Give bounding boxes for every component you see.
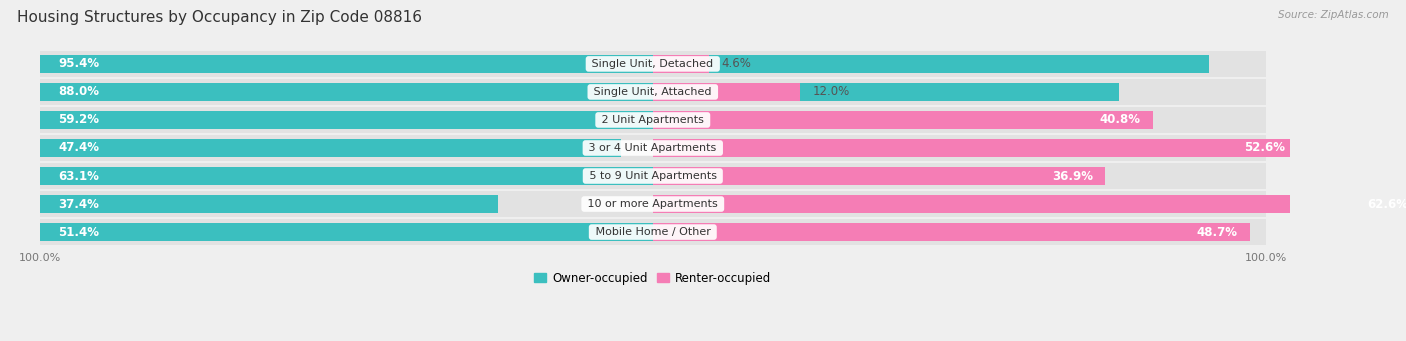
Bar [652, 195, 1406, 213]
Text: Source: ZipAtlas.com: Source: ZipAtlas.com [1278, 10, 1389, 20]
Text: 5 to 9 Unit Apartments: 5 to 9 Unit Apartments [585, 171, 720, 181]
Bar [652, 167, 1105, 185]
Text: 88.0%: 88.0% [58, 86, 98, 99]
Text: Housing Structures by Occupancy in Zip Code 08816: Housing Structures by Occupancy in Zip C… [17, 10, 422, 25]
Text: 40.8%: 40.8% [1099, 114, 1140, 127]
Legend: Owner-occupied, Renter-occupied: Owner-occupied, Renter-occupied [530, 267, 776, 290]
Bar [39, 220, 1265, 244]
Text: 47.4%: 47.4% [58, 142, 98, 154]
Text: 3 or 4 Unit Apartments: 3 or 4 Unit Apartments [585, 143, 720, 153]
Bar [39, 107, 1265, 133]
Text: 51.4%: 51.4% [58, 225, 98, 239]
Text: 4.6%: 4.6% [721, 57, 751, 70]
Text: 10 or more Apartments: 10 or more Apartments [583, 199, 721, 209]
Bar [39, 167, 814, 185]
Text: 63.1%: 63.1% [58, 169, 98, 182]
Text: Mobile Home / Other: Mobile Home / Other [592, 227, 714, 237]
Bar [39, 135, 1265, 161]
Text: 36.9%: 36.9% [1052, 169, 1092, 182]
Bar [39, 79, 1265, 105]
Text: 12.0%: 12.0% [813, 86, 849, 99]
Text: 52.6%: 52.6% [1244, 142, 1285, 154]
Bar [39, 163, 1265, 189]
Bar [39, 195, 498, 213]
Bar [39, 223, 671, 241]
Bar [652, 111, 1153, 129]
Text: 95.4%: 95.4% [58, 57, 100, 70]
Text: 62.6%: 62.6% [1367, 197, 1406, 210]
Bar [39, 111, 766, 129]
Bar [39, 139, 621, 157]
Text: 59.2%: 59.2% [58, 114, 98, 127]
Bar [652, 83, 800, 101]
Text: Single Unit, Attached: Single Unit, Attached [591, 87, 716, 97]
Text: Single Unit, Detached: Single Unit, Detached [589, 59, 717, 69]
Bar [652, 139, 1298, 157]
Text: 37.4%: 37.4% [58, 197, 98, 210]
Bar [39, 51, 1265, 76]
Bar [652, 55, 709, 73]
Bar [39, 83, 1119, 101]
Bar [39, 191, 1265, 217]
Bar [39, 55, 1209, 73]
Text: 2 Unit Apartments: 2 Unit Apartments [598, 115, 707, 125]
Bar [652, 223, 1250, 241]
Text: 48.7%: 48.7% [1197, 225, 1237, 239]
